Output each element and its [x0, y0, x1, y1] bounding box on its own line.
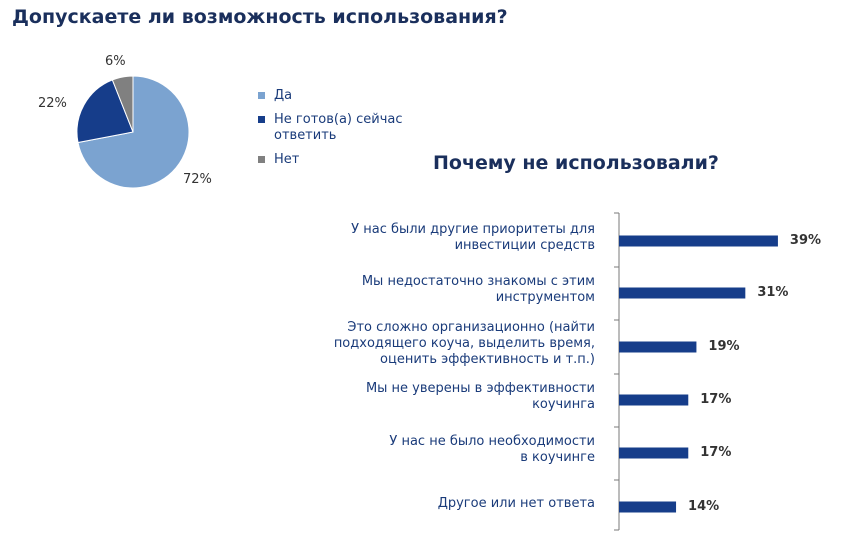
- bar-category-label-line: инструментом: [495, 290, 595, 305]
- bar-category-label-line: У нас были другие приоритеты для: [351, 222, 595, 237]
- bar-category-label-4: У нас не было необходимости в коучинге: [389, 434, 595, 466]
- bar-chart-title: Почему не использовали?: [433, 152, 719, 174]
- legend-item-2: Нет: [258, 152, 428, 168]
- legend-label-2: Нет: [274, 152, 300, 167]
- bar-category-label-2: Это сложно организационно (найти подходящ…: [334, 320, 595, 368]
- bar-category-label-line: подходящего коуча, выделить время,: [333, 336, 595, 351]
- bar-category-label-line: Другое или нет ответа: [437, 496, 595, 511]
- bar-value-label-1: 31%: [757, 285, 789, 300]
- bar-category-label-line: инвестиции средств: [454, 238, 595, 253]
- bar-category-label-3: Мы не уверены в эффективности коучинга: [366, 381, 595, 413]
- bar-category-label-0: У нас были другие приоритеты для инвестиц…: [351, 222, 595, 254]
- bar-value-label-0: 39%: [789, 233, 822, 248]
- bar-category-label-line: Мы не уверены в эффективности: [365, 381, 595, 396]
- bar-3: [619, 394, 689, 406]
- legend-swatch-0: [258, 92, 265, 99]
- bar-1: [619, 287, 746, 299]
- bar-5: [619, 501, 677, 513]
- legend-swatch-2: [258, 156, 265, 163]
- bar-category-label-1: Мы недостаточно знакомы с этим инструмент…: [362, 274, 595, 306]
- bar-value-label-5: 14%: [688, 499, 720, 514]
- bar-0: [619, 235, 778, 247]
- bar-value-label-3: 17%: [700, 392, 732, 407]
- bar-4: [619, 447, 689, 459]
- bar-value-label-4: 17%: [700, 445, 732, 460]
- pie-legend: Да Не готов(а) сейчас ответить Нет: [258, 88, 428, 176]
- bar-category-label-line: Это сложно организационно (найти: [347, 320, 595, 335]
- pie-value-label-0: 72%: [183, 172, 212, 187]
- pie-slice-1: [76, 79, 134, 144]
- pie-value-label-1: 22%: [38, 96, 67, 111]
- legend-label-0: Да: [274, 88, 293, 103]
- bar-category-label-line: в коучинге: [520, 450, 595, 465]
- legend-label-1: Не готов(а) сейчас ответить: [274, 112, 403, 143]
- bar-category-label-line: Мы недостаточно знакомы с этим: [361, 274, 595, 289]
- bar-category-label-line: У нас не было необходимости: [389, 434, 595, 449]
- bar-2: [619, 341, 697, 353]
- legend-item-1: Не готов(а) сейчас ответить: [258, 112, 428, 144]
- pie-slice-2: [111, 75, 134, 133]
- legend-swatch-1: [258, 116, 265, 123]
- bar-category-label-5: Другое или нет ответа: [438, 496, 595, 512]
- bar-category-label-line: коучинга: [532, 397, 595, 412]
- pie-chart: [76, 75, 190, 189]
- legend-item-0: Да: [258, 88, 428, 104]
- pie-value-label-2: 6%: [105, 54, 126, 69]
- bar-category-label-line: оценить эффективность и т.п.): [380, 352, 595, 367]
- pie-chart-title: Допускаете ли возможность использования?: [12, 6, 508, 28]
- bar-value-label-2: 19%: [708, 339, 740, 354]
